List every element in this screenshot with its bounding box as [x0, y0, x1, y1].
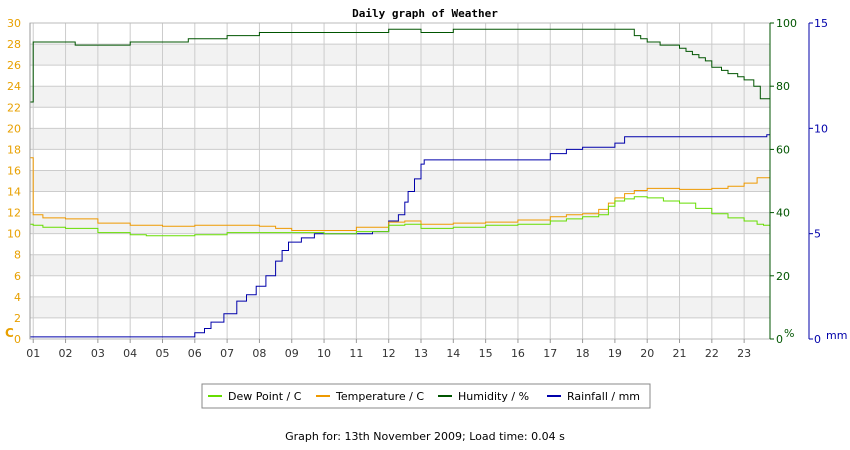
series-line-temperature — [30, 157, 771, 231]
legend-label-dew-point: Dew Point / C — [228, 390, 302, 403]
plot-band — [30, 233, 770, 255]
left-tick-label: 22 — [7, 101, 21, 114]
humidity-tick-label: 40 — [776, 207, 790, 220]
rainfall-axis-unit: mm — [826, 329, 847, 342]
x-tick-label: 09 — [285, 347, 299, 360]
rainfall-tick-label: 0 — [814, 333, 821, 346]
x-tick-label: 05 — [155, 347, 169, 360]
x-tick-label: 10 — [317, 347, 331, 360]
series-line-dew-point — [30, 196, 771, 237]
x-tick-label: 01 — [26, 347, 40, 360]
x-tick-label: 02 — [59, 347, 73, 360]
humidity-axis-unit: % — [784, 327, 794, 340]
left-tick-label: 10 — [7, 228, 21, 241]
left-axis-unit: C — [5, 326, 14, 340]
x-tick-label: 15 — [479, 347, 493, 360]
x-tick-label: 06 — [188, 347, 202, 360]
footer-status: Graph for: 13th November 2009; Load time… — [285, 430, 565, 443]
x-tick-label: 19 — [608, 347, 622, 360]
grid-lines — [29, 22, 771, 340]
left-tick-label: 24 — [7, 80, 21, 93]
x-tick-label: 21 — [673, 347, 687, 360]
plot-band — [30, 65, 770, 87]
x-tick-label: 22 — [705, 347, 719, 360]
left-tick-label: 4 — [14, 291, 21, 304]
plot-band — [30, 212, 770, 234]
plot-band — [30, 317, 770, 339]
x-tick-label: 08 — [252, 347, 266, 360]
left-tick-label: 2 — [14, 312, 21, 325]
chart-title: Daily graph of Weather — [352, 7, 498, 20]
series-line-humidity — [30, 28, 771, 109]
plot-band — [30, 149, 770, 171]
humidity-tick-label: 0 — [776, 333, 783, 346]
legend-label-rainfall: Rainfall / mm — [567, 390, 640, 403]
plot-band — [30, 275, 770, 297]
x-tick-label: 12 — [382, 347, 396, 360]
x-tick-label: 18 — [576, 347, 590, 360]
left-tick-label: 30 — [7, 17, 21, 30]
plot-band — [30, 23, 770, 45]
series-layer — [30, 28, 771, 338]
humidity-tick-label: 100 — [776, 17, 797, 30]
plot-band — [30, 254, 770, 276]
left-tick-label: 6 — [14, 270, 21, 283]
left-tick-label: 26 — [7, 59, 21, 72]
plot-band — [30, 86, 770, 108]
left-tick-label: 16 — [7, 164, 21, 177]
x-tick-label: 13 — [414, 347, 428, 360]
x-tick-label: 20 — [640, 347, 654, 360]
plot-band — [30, 296, 770, 318]
humidity-tick-label: 60 — [776, 143, 790, 156]
plot-band — [30, 107, 770, 129]
left-tick-label: 14 — [7, 186, 21, 199]
x-tick-label: 11 — [349, 347, 363, 360]
rainfall-tick-label: 5 — [814, 228, 821, 241]
left-tick-label: 20 — [7, 122, 21, 135]
left-tick-label: 28 — [7, 38, 21, 51]
plot-band — [30, 44, 770, 66]
plot-band — [30, 191, 770, 213]
plot-band — [30, 170, 770, 192]
plot-background — [30, 23, 770, 339]
left-tick-label: 0 — [14, 333, 21, 346]
left-tick-label: 12 — [7, 207, 21, 220]
x-tick-label: 23 — [737, 347, 751, 360]
legend-label-humidity: Humidity / % — [458, 390, 529, 403]
legend: Dew Point / C Temperature / C Humidity / %… — [201, 383, 651, 409]
x-tick-label: 16 — [511, 347, 525, 360]
humidity-tick-label: 80 — [776, 80, 790, 93]
legend-box — [201, 383, 651, 409]
legend-label-temperature: Temperature / C — [335, 390, 424, 403]
x-tick-label: 03 — [91, 347, 105, 360]
rainfall-tick-label: 15 — [814, 17, 828, 30]
x-tick-label: 07 — [220, 347, 234, 360]
x-tick-label: 14 — [446, 347, 460, 360]
humidity-tick-label: 20 — [776, 270, 790, 283]
x-tick-label: 17 — [543, 347, 557, 360]
left-tick-label: 18 — [7, 143, 21, 156]
x-tick-label: 04 — [123, 347, 137, 360]
left-tick-label: 8 — [14, 249, 21, 262]
plot-band — [30, 128, 770, 150]
rainfall-tick-label: 10 — [814, 122, 828, 135]
